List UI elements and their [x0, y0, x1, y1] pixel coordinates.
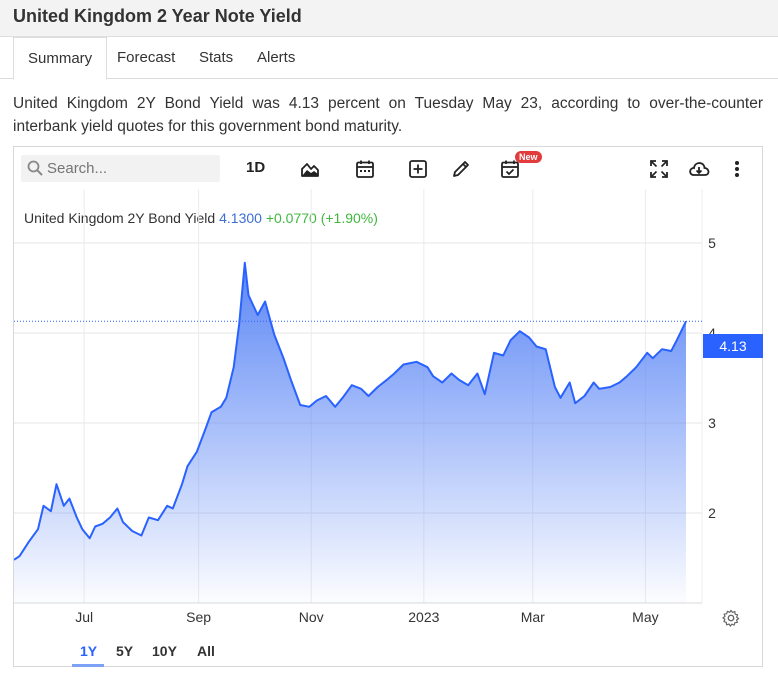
y-tick-label: 2	[708, 505, 716, 521]
y-tick-label: 5	[708, 235, 716, 251]
events-button[interactable]	[497, 156, 523, 182]
search-input[interactable]	[47, 158, 215, 179]
range-all-button[interactable]: All	[197, 643, 215, 659]
y-tick-label: 4	[708, 325, 716, 341]
x-tick-label: 2023	[408, 609, 439, 625]
range-5y-button[interactable]: 5Y	[116, 643, 134, 659]
x-tick-label: May	[632, 609, 658, 625]
search-box[interactable]	[21, 155, 220, 182]
tab-bar: Summary Forecast Stats Alerts	[0, 37, 778, 80]
chart-plot: Jul Sep Nov 2023 Mar May 2 3 4 5	[14, 189, 716, 625]
more-vert-icon	[735, 161, 739, 177]
legend-value: 4.1300	[219, 210, 262, 226]
mountain-chart-icon	[301, 163, 319, 177]
chart-widget: 1D	[13, 146, 763, 667]
chart-toolbar: 1D	[14, 147, 762, 189]
tab-stats[interactable]: Stats	[199, 49, 234, 66]
search-icon	[27, 160, 43, 176]
download-button[interactable]	[686, 156, 712, 182]
fullscreen-icon	[650, 160, 668, 178]
legend-change: +0.0770 (+1.90%)	[265, 210, 378, 226]
fullscreen-button[interactable]	[646, 156, 672, 182]
add-box-icon	[409, 160, 427, 178]
pencil-icon	[453, 161, 469, 177]
area-fill	[14, 262, 686, 603]
tab-summary[interactable]: Summary	[13, 37, 108, 80]
more-button[interactable]	[724, 156, 750, 182]
x-tick-label: Jul	[75, 609, 93, 625]
tab-alerts[interactable]: Alerts	[257, 49, 296, 66]
calendar-check-icon	[501, 160, 519, 178]
tab-forecast[interactable]: Forecast	[117, 49, 176, 66]
range-10y-button[interactable]: 10Y	[152, 643, 177, 659]
draw-button[interactable]	[448, 156, 474, 182]
compare-button[interactable]	[405, 156, 431, 182]
calendar-icon	[356, 160, 374, 178]
series-line	[14, 261, 687, 561]
interval-button[interactable]: 1D	[246, 159, 266, 176]
legend-series-name: United Kingdom 2Y Bond Yield	[24, 210, 216, 226]
range-1y-button[interactable]: 1Y	[80, 643, 98, 659]
x-tick-label: Sep	[186, 609, 211, 625]
date-range-button[interactable]	[352, 156, 378, 182]
new-badge: New	[515, 151, 542, 163]
chart-legend: United Kingdom 2Y Bond Yield 4.1300 +0.0…	[24, 210, 378, 226]
page-title: United Kingdom 2 Year Note Yield	[13, 6, 302, 26]
range-active-indicator	[72, 664, 104, 667]
x-tick-label: Nov	[299, 609, 324, 625]
cloud-download-icon	[689, 162, 710, 176]
chart-type-button[interactable]	[297, 156, 323, 182]
last-price-tag: 4.13	[703, 334, 763, 358]
x-tick-label: Mar	[521, 609, 545, 625]
description-text: United Kingdom 2Y Bond Yield was 4.13 pe…	[13, 95, 763, 135]
title-bar: United Kingdom 2 Year Note Yield	[0, 0, 778, 37]
settings-icon[interactable]	[722, 609, 740, 627]
y-tick-label: 3	[708, 415, 716, 431]
